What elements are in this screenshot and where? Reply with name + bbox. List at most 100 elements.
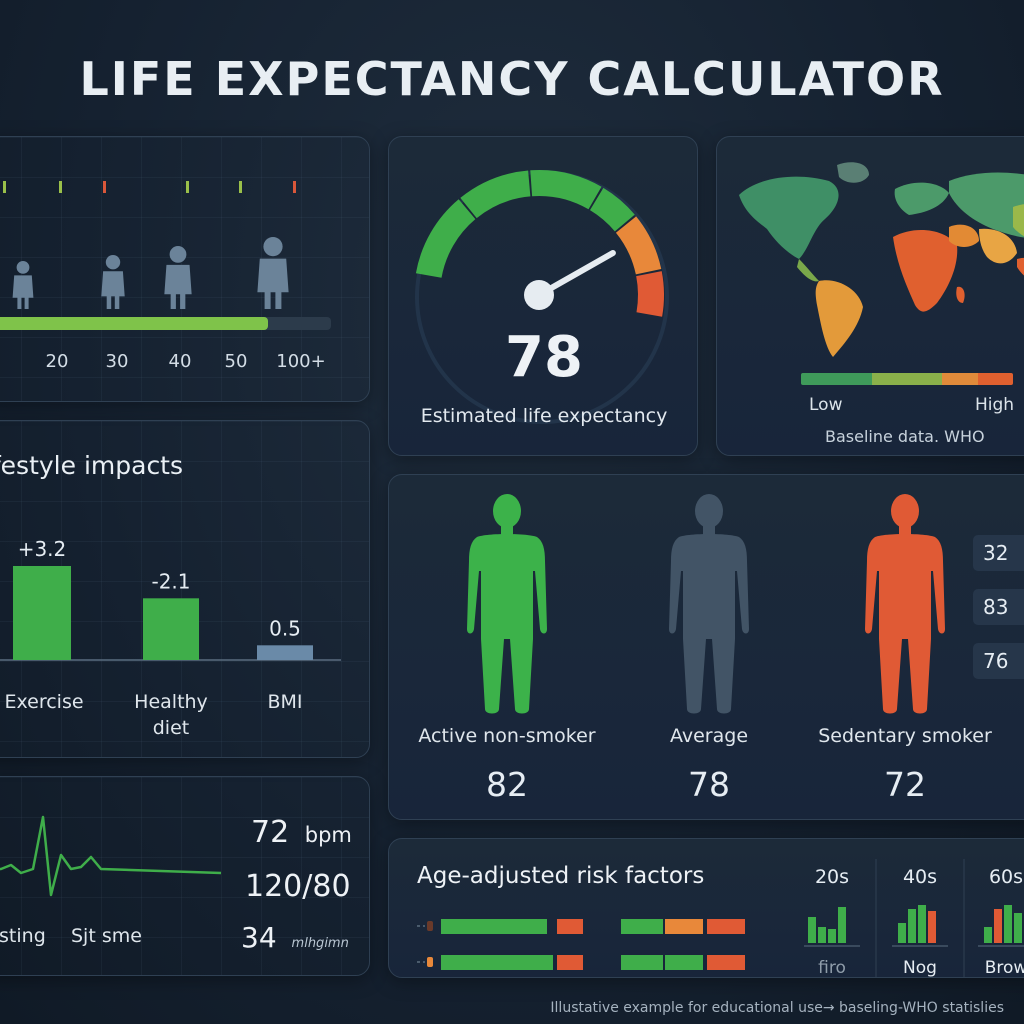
age-marker <box>239 181 242 193</box>
age-marker <box>103 181 106 193</box>
vitals-label-mid: Sjt sme <box>71 925 142 947</box>
profile-card: Sedentary smoker 72 <box>795 475 1015 819</box>
risk-bar-segment <box>557 955 583 970</box>
age-tick-label: 100+ <box>276 351 325 372</box>
risk-bar-segment <box>707 955 745 970</box>
lifestyle-impacts-panel: Lifestyle impacts +3.2 Exercise -2.1 Health… <box>0 420 370 758</box>
map-middle-east <box>949 224 979 247</box>
age-timeline-panel: 020304050100+ <box>0 136 370 402</box>
age-tick-label: 50 <box>225 351 248 372</box>
gauge-segment <box>530 170 602 210</box>
risk-row-marker <box>427 921 433 931</box>
profile-card: Average 78 <box>599 475 819 819</box>
risk-chart: 20s firo 40s Nog 60s Brow <box>417 859 1024 978</box>
lifestyle-bar-label: Exercise <box>4 691 83 713</box>
profile-label: Sedentary smoker <box>818 725 992 747</box>
lifestyle-bar-value: 0.5 <box>269 616 301 640</box>
blood-pressure-value: 120/80 <box>245 869 351 904</box>
heart-rate-number: 72 <box>251 815 290 850</box>
risk-column-sub: Brow <box>985 958 1024 978</box>
vitals-label-left: Resting <box>0 925 46 947</box>
map-legend-bar <box>801 373 1013 385</box>
profile-card: Active non-smoker 82 <box>397 475 617 819</box>
person-silhouette-icon <box>669 494 749 714</box>
risk-bar-segment <box>665 955 703 970</box>
map-legend-high: High <box>975 395 1015 415</box>
age-marker <box>186 181 189 193</box>
third-vital-value: 34 mlhgimn <box>241 921 349 954</box>
map-south-america <box>815 280 863 357</box>
lifestyle-title: Lifestyle impacts <box>0 451 184 480</box>
profile-comparison-panel: Active non-smoker 82 Average 78 Sedentary sm… <box>388 474 1024 820</box>
map-madagascar <box>956 286 965 303</box>
map-asia <box>949 172 1024 238</box>
map-east-asia <box>1013 204 1024 237</box>
age-tick-label: 30 <box>106 351 129 372</box>
risk-mini-bar <box>908 909 916 943</box>
risk-bar-segment <box>621 955 663 970</box>
risk-mini-bar <box>984 927 992 943</box>
risk-bar-segment <box>665 919 703 934</box>
profile-value: 78 <box>688 765 730 804</box>
gauge-value: 78 <box>505 325 583 390</box>
gauge-segment <box>636 271 664 317</box>
profile-value: 72 <box>884 765 926 804</box>
risk-mini-bar <box>828 929 836 943</box>
lifestyle-bar-value: -2.1 <box>151 569 190 593</box>
map-europe <box>894 182 949 215</box>
side-value-chip: 32 <box>973 535 1024 571</box>
risk-mini-bar <box>928 911 936 943</box>
person-icon <box>12 261 34 309</box>
risk-age-column: 40s <box>903 866 937 888</box>
person-icon <box>101 255 125 309</box>
life-expectancy-gauge-panel: 78 Estimated life expectancy <box>388 136 698 456</box>
gauge-segment <box>415 199 476 279</box>
map-central-america <box>797 259 819 282</box>
side-value-chip: 83 <box>973 589 1024 625</box>
risk-mini-bar <box>918 905 926 943</box>
footer-note: Illustative example for educational use→… <box>550 1000 1004 1016</box>
lifestyle-bar-value: +3.2 <box>18 537 67 561</box>
risk-title: Age-adjusted risk factors <box>417 863 705 889</box>
vitals-panel: 72 bpm 120/80 34 mlhgimn Resting Sjt sme <box>0 776 370 976</box>
map-north-america <box>739 176 839 259</box>
third-vital-unit: mlhgimn <box>291 936 349 951</box>
risk-bar-segment <box>707 919 745 934</box>
risk-mini-bar <box>818 927 826 943</box>
risk-bar-segment <box>621 919 663 934</box>
risk-bar-segment <box>507 955 553 970</box>
profile-label: Average <box>669 725 749 747</box>
page-title: LIFE EXPECTANCY CALCULATOR <box>79 52 945 106</box>
age-timeline-graphic: 020304050100+ <box>0 181 331 372</box>
gauge-label: Estimated life expectancy <box>420 405 668 427</box>
risk-mini-bar <box>994 909 1002 943</box>
age-tick-label: 20 <box>46 351 69 372</box>
risk-factors-panel: Age-adjusted risk factors 20s firo 40s Nog 6… <box>388 838 1024 978</box>
gauge-segment <box>589 187 635 232</box>
person-silhouette-icon <box>467 494 547 714</box>
person-silhouette-icon <box>865 494 945 714</box>
heart-rate-unit: bpm <box>304 823 352 847</box>
risk-age-column: 20s <box>815 866 849 888</box>
lifestyle-chart: +3.2 Exercise -2.1 Healthy diet 0.5 BMI <box>0 537 341 739</box>
risk-bar-segment <box>507 919 547 934</box>
age-marker <box>3 181 6 193</box>
map-legend-low: Low <box>809 395 843 415</box>
gauge-graphic <box>415 170 669 424</box>
heartbeat-line <box>0 815 222 897</box>
risk-mini-bar <box>898 923 906 943</box>
map-southeast-asia <box>1017 257 1024 276</box>
lifestyle-bar <box>143 598 199 660</box>
map-caption: Baseline data. WHO <box>825 427 985 446</box>
map-south-asia <box>979 228 1017 264</box>
risk-mini-bar <box>808 917 816 943</box>
risk-mini-bar <box>838 907 846 943</box>
risk-age-column: 60s <box>989 866 1023 888</box>
risk-mini-bar <box>1004 905 1012 943</box>
map-africa <box>893 230 958 312</box>
risk-bar-segment <box>557 919 583 934</box>
side-value-chip: 76 <box>973 643 1024 679</box>
person-icon <box>257 237 289 309</box>
lifestyle-bar <box>257 645 313 660</box>
person-icon <box>164 246 192 309</box>
